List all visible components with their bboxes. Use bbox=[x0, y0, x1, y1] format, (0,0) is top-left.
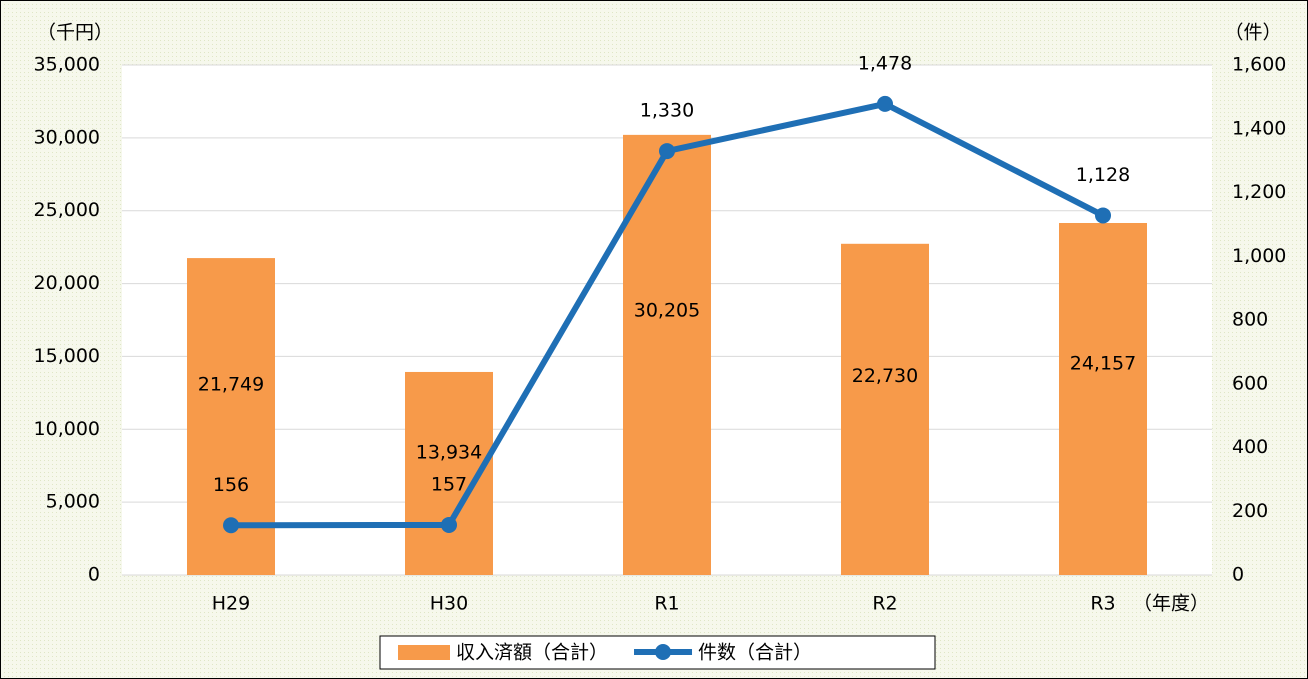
y2-tick-label: 1,600 bbox=[1232, 54, 1286, 76]
y2-unit-label: （件） bbox=[1224, 22, 1281, 44]
bar bbox=[623, 134, 711, 575]
x-tick-label: R2 bbox=[872, 593, 897, 615]
y-tick-label: 10,000 bbox=[34, 418, 100, 440]
y2-tick-label: 1,000 bbox=[1232, 245, 1286, 267]
bar bbox=[841, 243, 929, 575]
y-unit-label: （千円） bbox=[37, 22, 113, 44]
line-marker bbox=[877, 95, 893, 112]
y2-tick-label: 400 bbox=[1232, 436, 1268, 458]
legend-label: 件数（合計） bbox=[698, 642, 812, 664]
y-tick-label: 20,000 bbox=[34, 272, 100, 294]
line-value-label: 1,128 bbox=[1076, 164, 1130, 186]
line-value-label: 1,330 bbox=[640, 100, 694, 122]
line-value-label: 156 bbox=[213, 474, 249, 496]
line-marker bbox=[223, 517, 239, 534]
y-tick-label: 30,000 bbox=[34, 126, 100, 148]
y-tick-label: 15,000 bbox=[34, 345, 100, 367]
y2-tick-label: 1,200 bbox=[1232, 181, 1286, 203]
line-marker bbox=[659, 143, 675, 160]
bar-value-label: 24,157 bbox=[1070, 352, 1136, 374]
x-tick-label: R1 bbox=[654, 593, 679, 615]
y-tick-label: 5,000 bbox=[46, 491, 100, 513]
y-tick-label: 35,000 bbox=[34, 54, 100, 76]
legend-swatch bbox=[655, 644, 672, 660]
line-marker bbox=[441, 516, 457, 533]
x-tick-label: R3 bbox=[1090, 593, 1115, 615]
y2-tick-label: 600 bbox=[1232, 372, 1268, 394]
bar bbox=[1059, 222, 1147, 576]
x-unit-label: （年度） bbox=[1133, 593, 1209, 615]
x-tick-label: H29 bbox=[212, 593, 250, 615]
y2-tick-label: 800 bbox=[1232, 309, 1268, 331]
line-value-label: 1,478 bbox=[858, 52, 912, 74]
y2-tick-label: 0 bbox=[1232, 564, 1244, 586]
legend-label: 収入済額（合計） bbox=[456, 642, 608, 664]
bar-value-label: 30,205 bbox=[634, 299, 700, 321]
x-tick-label: H30 bbox=[430, 593, 468, 615]
y2-tick-label: 200 bbox=[1232, 500, 1268, 522]
bar-value-label: 22,730 bbox=[852, 365, 918, 387]
y-tick-label: 25,000 bbox=[34, 199, 100, 221]
legend-swatch bbox=[398, 645, 450, 660]
y-tick-label: 0 bbox=[88, 564, 100, 586]
line-value-label: 157 bbox=[431, 473, 467, 495]
bar-value-label: 13,934 bbox=[416, 442, 482, 464]
y2-tick-label: 1,400 bbox=[1232, 117, 1286, 139]
bar-value-label: 21,749 bbox=[198, 373, 264, 395]
line-marker bbox=[1095, 207, 1111, 224]
